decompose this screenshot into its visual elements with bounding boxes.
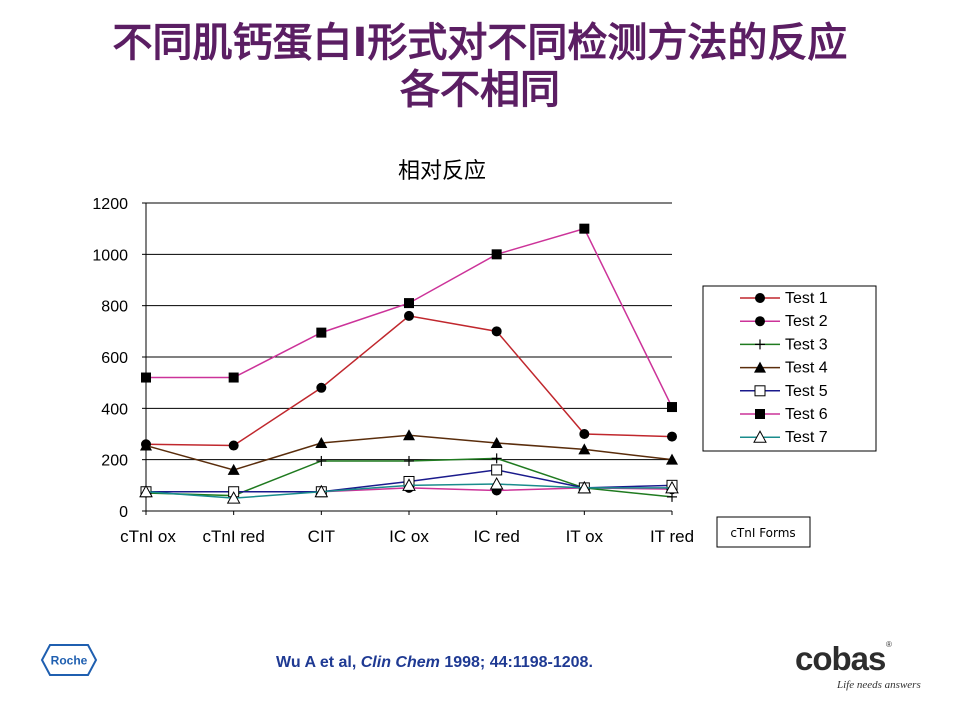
cobas-logo: cobas ® Life needs answers [790,640,925,695]
legend-entry: Test 7 [740,429,828,446]
cobas-logo-word: cobas [795,640,886,677]
y-tick-label: 1200 [92,196,128,213]
legend-entry: Test 3 [740,336,828,353]
legend-entry: Test 1 [740,290,828,307]
data-point [227,463,240,475]
data-point [667,431,677,442]
data-point [403,429,415,441]
data-point [667,491,677,502]
chart-title: 相对反应 [398,159,486,184]
data-point [140,439,152,451]
x-tick-label: CIT [308,527,335,546]
series-line [145,315,673,447]
series-1 [141,310,677,451]
y-tick-label: 600 [101,350,128,367]
data-point [139,484,153,498]
data-point [755,409,765,419]
data-point [315,436,328,448]
data-point [754,361,766,373]
data-point [228,372,239,383]
legend-box [702,285,877,452]
data-point [141,372,151,383]
legend-label: Test 5 [785,383,828,400]
legend-entry: Test 6 [740,406,828,423]
y-tick-label: 1000 [92,247,128,264]
series-4 [140,429,678,475]
series-7 [139,477,679,504]
y-tick-label: 0 [119,504,128,521]
data-point [402,478,416,491]
data-point [667,402,677,413]
legend-label: Test 1 [785,290,828,307]
cobas-tagline: Life needs answers [837,679,921,691]
x-tick-label: cTnI red [202,527,264,546]
citation-journal: Clin Chem [360,654,440,671]
data-point [579,429,590,439]
y-tick-label: 200 [101,453,128,470]
citation: Wu A et al, Clin Chem 1998; 44:1198-1208… [276,654,593,672]
data-point [490,436,503,448]
data-point [491,326,502,337]
data-point [226,491,241,504]
x-tick-label: cTnI ox [120,527,176,546]
data-point [491,464,503,476]
x-tick-label: IT red [650,527,694,546]
data-point [753,430,767,443]
data-point [579,223,590,234]
data-point [577,480,592,494]
y-tick-label: 400 [101,401,128,418]
x-tick-label: IC red [474,527,520,546]
x-tick-label: IT ox [566,527,604,546]
data-point [755,293,765,303]
data-point [404,455,414,466]
data-point [404,310,414,321]
legend-entry: Test 4 [740,360,828,377]
data-point [491,453,502,464]
y-tick-label: 800 [101,299,128,316]
x-tick-label: IC ox [389,527,429,546]
legend-entry: Test 2 [740,313,828,330]
slide-title-line-2: 各不相同 [400,67,560,113]
legend-label: Test 4 [785,360,828,377]
roche-logo: Roche [40,644,98,676]
legend-label: Test 6 [785,406,828,423]
legend-entry: Test 5 [740,383,828,400]
citation-authors: Wu A et al, [276,654,361,671]
roche-logo-text: Roche [51,654,88,668]
x-axis-label: cTnI Forms [730,526,795,540]
data-point [316,382,327,393]
data-point [491,249,502,260]
data-point [489,477,504,490]
data-point [755,316,765,327]
data-point [316,327,327,338]
citation-details: 1998; 44:1198-1208. [439,654,593,671]
data-point [665,480,679,494]
data-point [754,385,766,397]
series-6 [141,223,677,413]
data-point [404,298,414,309]
legend-label: Test 3 [785,336,828,353]
data-point [316,455,327,466]
data-point [314,484,329,498]
x-axis-label-box [716,516,811,548]
cobas-registered-mark: ® [886,640,892,649]
data-point [578,443,591,455]
legend-label: Test 2 [785,313,828,330]
data-point [755,339,765,350]
legend-label: Test 7 [785,429,828,446]
slide-title-line-1: 不同肌钙蛋白I形式对不同检测方法的反应 [112,20,848,66]
data-point [228,440,239,451]
data-point [666,453,678,465]
slide-title: 不同肌钙蛋白I形式对不同检测方法的反应 各不相同 [40,20,920,114]
